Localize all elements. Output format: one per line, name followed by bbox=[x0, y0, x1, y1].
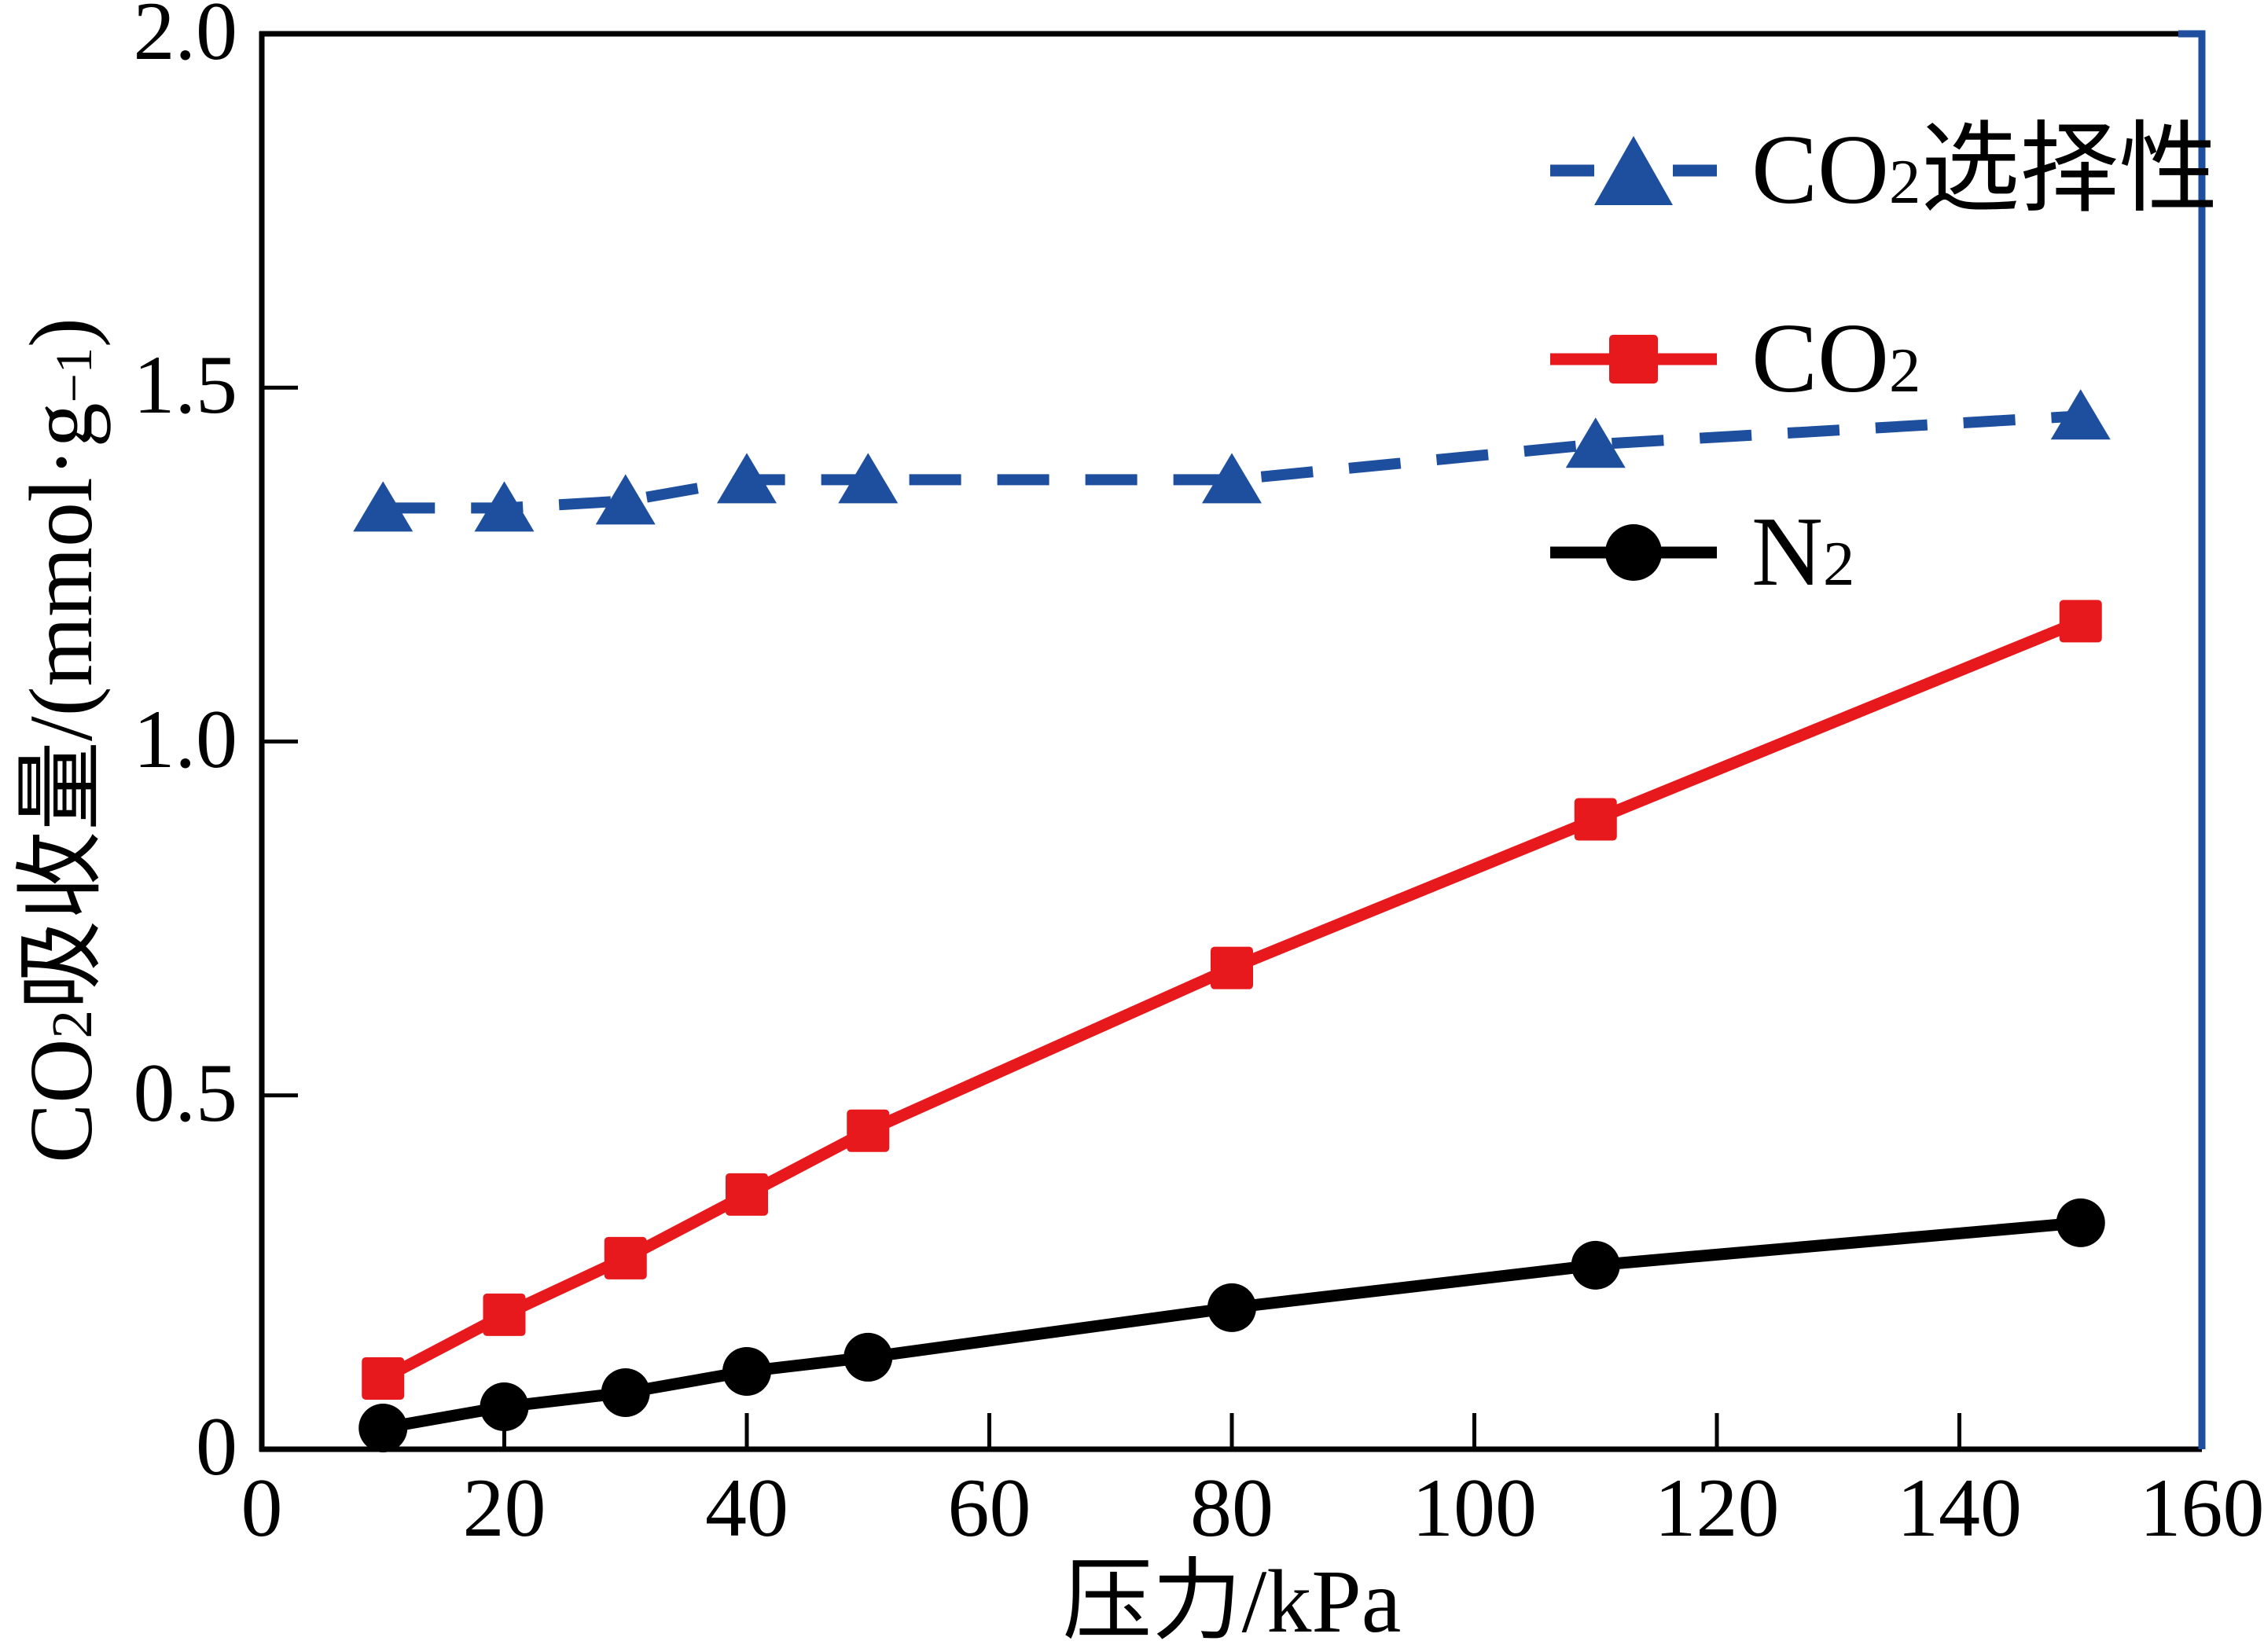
series-line-0 bbox=[383, 410, 2082, 514]
square-marker bbox=[362, 1356, 405, 1400]
x-tick-label: 120 bbox=[1654, 1462, 1780, 1554]
x-axis-title: 压力/kPa bbox=[1062, 1551, 1402, 1651]
triangle-marker bbox=[353, 481, 413, 532]
x-tick-label: 140 bbox=[1897, 1462, 2022, 1554]
circle-marker bbox=[480, 1382, 529, 1431]
x-tick-label: 20 bbox=[462, 1462, 546, 1554]
x-tick-label: 100 bbox=[1412, 1462, 1537, 1554]
y-tick-label: 0 bbox=[196, 1401, 237, 1492]
triangle-marker bbox=[1202, 453, 1262, 504]
circle-marker bbox=[722, 1346, 771, 1396]
square-marker bbox=[604, 1236, 647, 1279]
triangle-marker bbox=[2050, 389, 2111, 440]
legend-sample-triangle bbox=[1550, 136, 1717, 205]
triangle-marker bbox=[1565, 417, 1626, 468]
triangle-marker bbox=[717, 453, 777, 504]
triangle-marker bbox=[474, 481, 535, 532]
square-marker bbox=[483, 1293, 526, 1336]
y-axis-title: CO2吸收量/(mmol·g−1) bbox=[11, 318, 111, 1163]
legend-sample-circle bbox=[1550, 524, 1717, 581]
circle-marker bbox=[1207, 1283, 1256, 1332]
y-tick-label: 1.0 bbox=[133, 692, 238, 785]
circle-marker bbox=[2056, 1198, 2105, 1247]
y-tick-label: 1.5 bbox=[133, 339, 238, 431]
y-tick-label: 2.0 bbox=[133, 0, 238, 77]
x-tick-label: 160 bbox=[2139, 1462, 2264, 1554]
circle-marker bbox=[358, 1403, 408, 1452]
triangle-marker bbox=[595, 474, 656, 525]
circle-marker bbox=[843, 1332, 893, 1382]
right-spine bbox=[2178, 30, 2206, 1449]
triangle-marker bbox=[838, 453, 899, 504]
circle-marker bbox=[601, 1367, 650, 1417]
x-tick-label: 80 bbox=[1190, 1462, 1274, 1554]
square-marker bbox=[1574, 798, 1617, 841]
legend-label-n2: N2 bbox=[1751, 497, 1855, 607]
x-tick-label: 40 bbox=[705, 1462, 788, 1554]
legend-label-co2-selectivity: CO2选择性 bbox=[1751, 116, 2218, 225]
square-marker bbox=[2059, 600, 2102, 643]
square-marker bbox=[726, 1173, 768, 1216]
square-marker bbox=[847, 1109, 890, 1152]
circle-marker bbox=[1571, 1240, 1620, 1290]
square-marker bbox=[1211, 946, 1253, 989]
legend-label-co2: CO2 bbox=[1751, 304, 1921, 413]
legend-sample-square bbox=[1550, 335, 1717, 384]
x-tick-label: 0 bbox=[241, 1462, 283, 1554]
y-tick-label: 0.5 bbox=[133, 1046, 238, 1139]
x-tick-label: 60 bbox=[947, 1462, 1031, 1554]
